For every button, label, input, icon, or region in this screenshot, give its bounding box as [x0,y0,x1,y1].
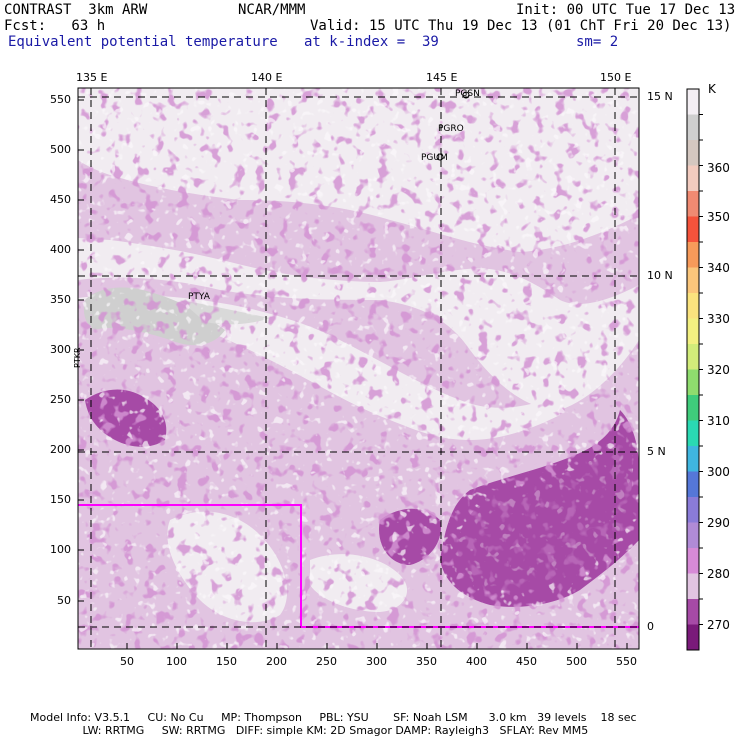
colorbar-swatch [687,216,699,243]
colorbar-label: 360 [707,161,730,175]
station-label-ptya: PTYA [188,292,210,302]
colorbar-swatch [687,191,699,217]
model-title: CONTRAST 3km ARW [4,2,148,18]
station-marker-pgum [436,153,444,161]
station-marker-pgsn [462,91,470,99]
plot-frame [77,87,640,650]
field-name: Equivalent potential temperature [8,34,278,50]
forecast-hour: Fcst: 63 h [4,18,106,34]
colorbar-swatch [687,420,699,447]
colorbar-swatch [687,114,699,141]
colorbar-swatch [687,497,699,523]
lat-label-10n: 10 N [647,269,673,282]
colorbar-label: 330 [707,312,730,326]
colorbar-label: 290 [707,516,730,530]
init-time: Init: 00 UTC Tue 17 Dec 13 [516,2,736,18]
colorbar-swatch [687,140,699,166]
colorbar-label: 350 [707,210,730,224]
model-info-line1: Model Info: V3.5.1 CU: No Cu MP: Thompso… [30,711,637,724]
y-tick-label: 400 [50,243,71,256]
colorbar [686,88,703,651]
lon-label-135: 135 E [76,71,108,84]
colorbar-label: 320 [707,363,730,377]
colorbar-swatch [687,267,699,294]
colorbar-swatch [687,318,699,345]
colorbar-label: 300 [707,465,730,479]
smoothing-label: sm= 2 [576,34,619,50]
y-tick-label: 150 [50,493,71,506]
y-tick-label: 200 [50,443,71,456]
x-tick-label: 350 [416,655,437,668]
station-label-pgsn: PGSN [455,89,480,99]
x-tick-label: 500 [566,655,587,668]
colorbar-swatch [687,446,699,472]
colorbar-swatch [687,624,699,651]
x-tick-label: 50 [120,655,134,668]
colorbar-swatch [687,293,699,319]
x-tick-label: 450 [516,655,537,668]
y-tick-label: 550 [50,93,71,106]
x-tick-label: 200 [266,655,287,668]
level-label: at k-index = 39 [304,34,439,50]
y-tick-label: 450 [50,193,71,206]
colorbar-swatch [687,369,699,396]
colorbar-swatch [687,522,699,549]
x-tick-label: 400 [466,655,487,668]
colorbar-swatch [687,89,699,115]
colorbar-label: 310 [707,414,730,428]
y-tick-label: 300 [50,343,71,356]
colorbar-label: 340 [707,261,730,275]
x-tick-label: 100 [166,655,187,668]
lat-label-5n: 5 N [647,445,666,458]
y-tick-label: 350 [50,293,71,306]
y-tick-label: 100 [50,543,71,556]
model-info-line2: LW: RRTMG SW: RRTMG DIFF: simple KM: 2D … [30,724,589,737]
x-tick-label: 300 [366,655,387,668]
colorbar-unit: K [708,82,716,96]
colorbar-swatch [687,599,699,625]
colorbar-swatch [687,573,699,600]
domain-boundary [78,504,639,628]
lon-label-150: 150 E [600,71,632,84]
colorbar-swatch [687,344,699,370]
station-label-ptkr: PTKR [73,347,82,368]
y-tick-label: 50 [57,594,71,607]
lat-label-15n: 15 N [647,90,673,103]
colorbar-swatch [687,395,699,421]
x-tick-label: 250 [316,655,337,668]
x-tick-label: 150 [216,655,237,668]
org-label: NCAR/MMM [238,2,306,18]
colorbar-swatch [687,471,699,498]
lon-label-145: 145 E [426,71,458,84]
colorbar-swatch [687,165,699,192]
station-label-pgro: PGRO [438,124,464,134]
graticule [78,88,639,649]
colorbar-label: 280 [707,567,730,581]
colorbar-swatch [687,548,699,574]
lon-label-140: 140 E [251,71,283,84]
station-label-pgum: PGUM [421,153,448,163]
y-tick-label: 500 [50,143,71,156]
lat-label-0: 0 [647,620,654,633]
valid-time: Valid: 15 UTC Thu 19 Dec 13 (01 ChT Fri … [310,18,732,34]
colorbar-swatch [687,242,699,268]
x-tick-label: 550 [616,655,637,668]
y-tick-label: 250 [50,393,71,406]
colorbar-label: 270 [707,618,730,632]
